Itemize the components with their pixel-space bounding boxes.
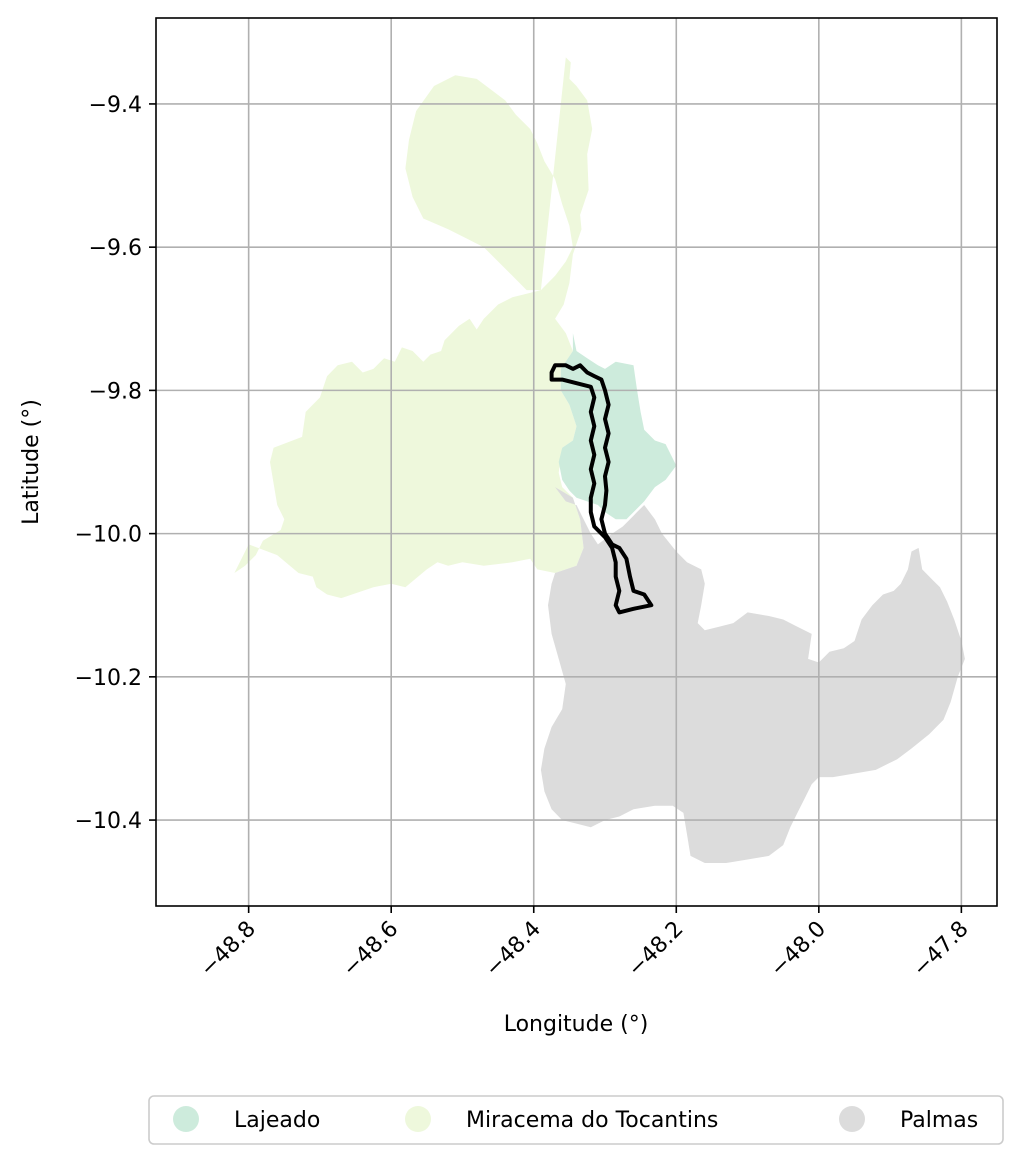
study-area-outline [549,363,654,615]
y-axis-label: Latitude (°) [19,399,44,525]
legend-label-palmas: Palmas [900,1108,978,1133]
legend-marker-lajeado [173,1106,199,1132]
legend-label-miracema-do-tocantins: Miracema do Tocantins [466,1108,718,1133]
x-tick-label: −48.2 [623,917,688,982]
grid-layer [156,18,997,906]
y-tick-label: −10.0 [75,523,142,548]
region-miracema-do-tocantins [234,57,593,599]
legend-marker-miracema-do-tocantins [405,1106,431,1132]
regions-layer [234,57,965,863]
region-lajeado [558,333,677,520]
x-tick-label: −48.6 [338,917,403,982]
legend: Lajeado Miracema do Tocantins Palmas [148,1095,1004,1145]
x-tick-label: −47.8 [908,917,973,982]
plot-frame [155,17,998,907]
legend-frame [148,1095,1004,1145]
y-tick-label: −9.4 [89,93,142,118]
x-tick-label: −48.4 [481,917,546,982]
y-tick-label: −10.4 [75,809,142,834]
x-axis-label: Longitude (°) [504,1012,649,1037]
y-tick-label: −9.8 [89,379,142,404]
x-tick-label: −48.8 [196,917,261,982]
legend-label-lajeado: Lajeado [234,1108,320,1133]
outline-layer [549,363,654,615]
legend-marker-palmas [839,1106,865,1132]
y-tick-label: −10.2 [75,666,142,691]
x-tick-label: −48.0 [766,917,831,982]
y-tick-label: −9.6 [89,236,142,261]
region-palmas [540,487,965,863]
